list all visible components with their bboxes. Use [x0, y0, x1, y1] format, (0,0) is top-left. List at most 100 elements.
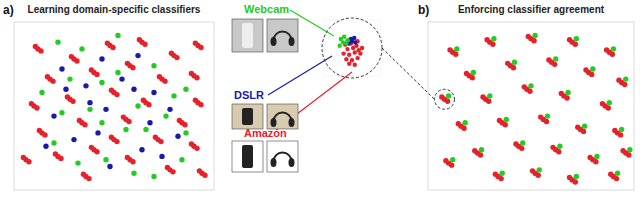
- point: [449, 162, 454, 167]
- point: [538, 114, 543, 119]
- point: [550, 145, 555, 150]
- point: [58, 156, 63, 161]
- point: [89, 145, 94, 150]
- point: [83, 83, 88, 88]
- point: [99, 80, 104, 85]
- point: [70, 99, 75, 104]
- point: [95, 130, 100, 135]
- point: [165, 165, 170, 170]
- point: [564, 95, 569, 100]
- point: [158, 139, 163, 144]
- plot-frame: [324, 20, 380, 76]
- point: [177, 118, 182, 123]
- point: [167, 107, 172, 112]
- point: [545, 113, 550, 118]
- point: [574, 36, 579, 41]
- point: [353, 40, 357, 44]
- point: [553, 56, 558, 61]
- point: [439, 94, 444, 99]
- point: [157, 74, 162, 79]
- point: [153, 135, 158, 140]
- point: [626, 152, 631, 157]
- photo-object: [242, 108, 253, 125]
- point: [114, 139, 119, 144]
- point: [610, 52, 615, 57]
- point: [472, 148, 477, 153]
- point: [79, 46, 84, 51]
- point: [202, 173, 207, 178]
- series: [337, 35, 349, 48]
- point: [347, 53, 351, 57]
- point: [175, 134, 180, 139]
- panel-1: Enforcing classifier agreementb): [418, 3, 634, 190]
- point: [59, 110, 64, 115]
- point: [470, 75, 475, 80]
- point: [573, 179, 578, 184]
- point: [614, 176, 619, 181]
- point: [194, 146, 199, 151]
- point: [38, 48, 43, 53]
- point: [163, 113, 168, 118]
- plot-frame: [428, 22, 634, 190]
- photo: [267, 104, 298, 129]
- point: [491, 36, 496, 41]
- point: [193, 98, 198, 103]
- point: [26, 159, 31, 164]
- point: [135, 103, 140, 108]
- series: [21, 37, 208, 181]
- point: [552, 62, 557, 67]
- domain-label: DSLR: [234, 89, 264, 101]
- point: [81, 172, 86, 177]
- point: [479, 147, 484, 152]
- point: [486, 99, 491, 104]
- point: [189, 71, 194, 76]
- point: [471, 70, 476, 75]
- point: [94, 72, 99, 77]
- point: [151, 90, 156, 95]
- photo-object: [242, 23, 253, 48]
- point: [65, 94, 70, 99]
- arrow: [290, 10, 334, 36]
- point: [528, 83, 533, 88]
- point: [612, 128, 617, 133]
- domain-legend: AmazonDSLRWebcam: [232, 3, 352, 172]
- point: [574, 174, 579, 179]
- panel-label: b): [418, 3, 429, 17]
- point: [567, 37, 572, 42]
- point: [135, 53, 140, 58]
- point: [620, 148, 625, 153]
- point: [53, 151, 58, 156]
- point: [490, 41, 495, 46]
- point: [353, 50, 357, 54]
- point: [89, 67, 94, 72]
- point: [137, 37, 142, 42]
- point: [174, 55, 179, 60]
- point: [593, 159, 598, 164]
- point: [627, 147, 632, 152]
- point: [446, 93, 451, 98]
- panel-title: Learning domain-specific classifiers: [28, 4, 201, 15]
- point: [71, 137, 76, 142]
- point: [600, 101, 605, 106]
- point: [590, 66, 595, 71]
- point: [114, 92, 119, 97]
- point: [522, 84, 527, 89]
- point: [169, 51, 174, 56]
- point: [141, 98, 146, 103]
- point: [581, 129, 586, 134]
- photo-object: [289, 158, 295, 167]
- point: [126, 119, 131, 124]
- point: [342, 35, 346, 39]
- photo-object: [271, 118, 277, 127]
- plot-frame: [14, 22, 214, 190]
- points: [21, 33, 208, 182]
- series: [43, 53, 180, 169]
- series: [39, 33, 188, 180]
- point: [594, 154, 599, 159]
- point: [503, 122, 508, 127]
- point: [103, 157, 108, 162]
- point: [45, 74, 50, 79]
- point: [131, 87, 136, 92]
- point: [42, 132, 47, 137]
- point: [456, 121, 461, 126]
